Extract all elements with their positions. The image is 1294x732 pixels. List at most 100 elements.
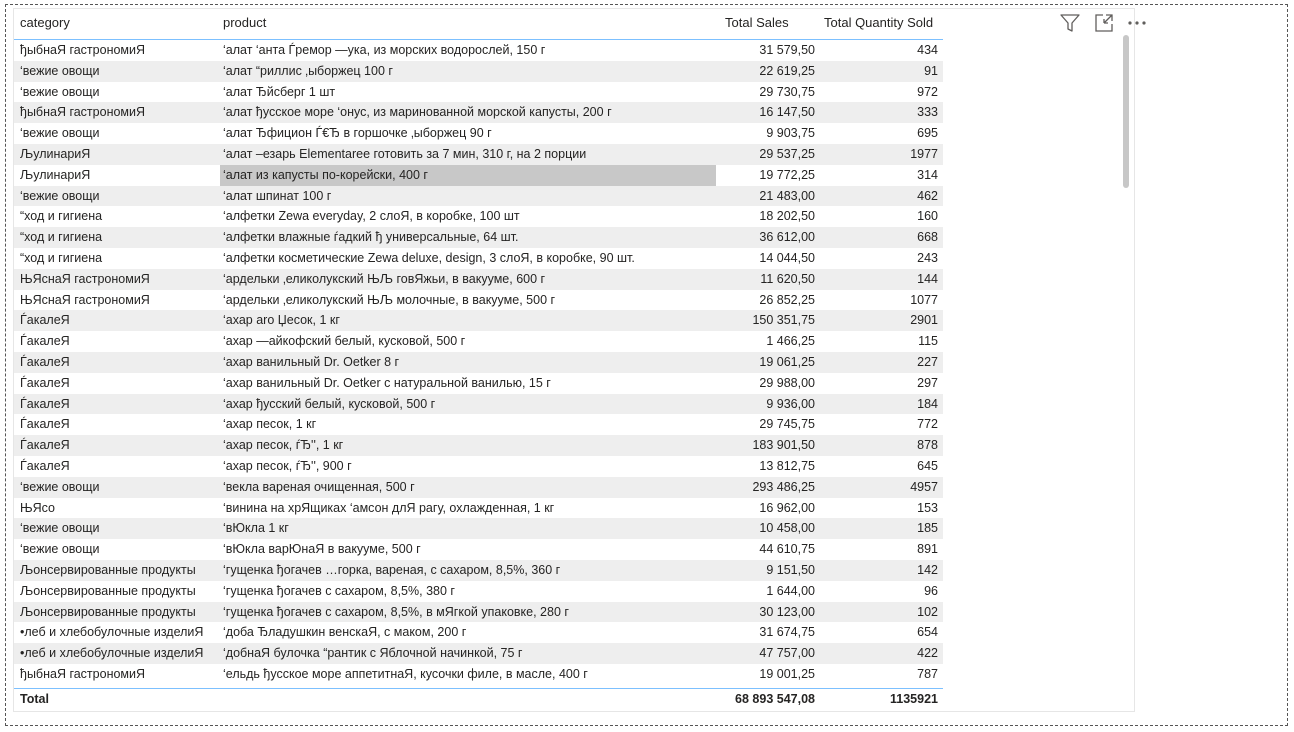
cell-category[interactable]: ‘вежие овощи xyxy=(20,479,100,494)
cell-product[interactable]: ‘ахар ванильный Dr. Oetker с натуральной… xyxy=(223,375,551,390)
cell-total-quantity[interactable]: 314 xyxy=(917,167,938,182)
cell-product[interactable]: ‘ардельки ‚еликолукский ЊЉ говЯжьи, в ва… xyxy=(223,271,546,286)
cell-product[interactable]: ‘гущенка ђогачев …горка, вареная, с саха… xyxy=(223,562,561,577)
cell-category[interactable]: Љонсервированные продукты xyxy=(20,562,196,577)
cell-total-sales[interactable]: 29 537,25 xyxy=(759,146,815,161)
cell-total-quantity[interactable]: 243 xyxy=(917,250,938,265)
cell-total-quantity[interactable]: 297 xyxy=(917,375,938,390)
table-row[interactable]: Љонсервированные продукты ‘гущенка ђогаче… xyxy=(14,581,943,602)
table-row[interactable]: ЉулинариЯ ‘алат из капусты по-корейски, 4… xyxy=(14,164,943,186)
table-row[interactable]: ЃакалеЯ ‘ахар aro Џесок, 1 кг 150 351,75 29… xyxy=(14,310,943,332)
table-row[interactable]: ‘вежие овощи ‘алат “риллис ‚ыборжец 100 г… xyxy=(14,60,943,82)
table-row[interactable]: ЃакалеЯ ‘ахар песок, 1 кг 29 745,75 772 xyxy=(14,414,943,435)
cell-product[interactable]: ‘алат –езарь Elementaree готовить за 7 м… xyxy=(223,146,587,161)
cell-category[interactable]: ‘вежие овощи xyxy=(20,126,100,141)
cell-category[interactable]: ЃакалеЯ xyxy=(20,396,70,411)
table-row[interactable]: ЃакалеЯ ‘ахар ванильный Dr. Oetker с нату… xyxy=(14,373,943,394)
cell-product[interactable]: ‘ельдь ђусское море аппетитнаЯ, кусочки … xyxy=(223,666,588,681)
cell-total-quantity[interactable]: 333 xyxy=(917,105,938,120)
table-row[interactable]: ЊЯснаЯ гастрономиЯ ‘ардельки ‚еликолукски… xyxy=(14,268,943,290)
cell-product[interactable]: ‘алат шпинат 100 г xyxy=(223,188,332,203)
cell-total-quantity[interactable]: 1977 xyxy=(910,146,938,161)
cell-total-sales[interactable]: 30 123,00 xyxy=(759,604,815,619)
cell-product[interactable]: ‘добнаЯ булочка “рантик с Яблочной начин… xyxy=(223,646,523,661)
cell-product[interactable]: ‘ахар —айкофский белый, кусковой, 500 г xyxy=(223,334,466,349)
cell-total-sales[interactable]: 19 061,25 xyxy=(759,354,815,369)
cell-category[interactable]: Љонсервированные продукты xyxy=(20,604,196,619)
cell-total-quantity[interactable]: 115 xyxy=(918,334,938,349)
cell-total-quantity[interactable]: 422 xyxy=(917,646,938,661)
cell-total-quantity[interactable]: 4957 xyxy=(910,479,938,494)
cell-product[interactable]: ‘алат Ђфицион Ѓ€Ђ в горшочке ‚ыборжец 90… xyxy=(223,126,492,141)
cell-total-sales[interactable]: 29 745,75 xyxy=(759,417,815,432)
cell-total-sales[interactable]: 9 903,75 xyxy=(766,126,815,141)
cell-total-sales[interactable]: 10 458,00 xyxy=(759,521,815,536)
cell-category[interactable]: ЃакалеЯ xyxy=(20,313,70,328)
cell-category[interactable]: Љонсервированные продукты xyxy=(20,583,196,598)
cell-total-quantity[interactable]: 695 xyxy=(917,126,938,141)
table-row[interactable]: ‘вежие овощи ‘вЮкла 1 кг 10 458,00 185 xyxy=(14,518,943,540)
cell-total-quantity[interactable]: 645 xyxy=(917,458,938,473)
cell-product[interactable]: ‘алфетки Zewa everyday, 2 слоЯ, в коробк… xyxy=(223,209,520,224)
cell-category[interactable]: ЃакалеЯ xyxy=(20,375,70,390)
vertical-scrollbar[interactable] xyxy=(1123,35,1129,188)
cell-total-sales[interactable]: 11 620,50 xyxy=(760,271,815,286)
cell-total-sales[interactable]: 14 044,50 xyxy=(759,250,815,265)
column-header-product[interactable]: product xyxy=(223,15,267,30)
table-row[interactable]: ђыбнаЯ гастрономиЯ ‘алат ђусское море ‘он… xyxy=(14,102,943,124)
cell-category[interactable]: ‘вежие овощи xyxy=(20,84,100,99)
table-row[interactable]: ЃакалеЯ ‘ахар ђусский белый, кусковой, 50… xyxy=(14,393,943,415)
cell-product[interactable]: ‘алат Ђйсберг 1 шт xyxy=(223,84,336,99)
cell-category[interactable]: ЉулинариЯ xyxy=(20,167,91,182)
table-row[interactable]: ЊЯснаЯ гастрономиЯ ‘ардельки ‚еликолукски… xyxy=(14,290,943,311)
cell-product[interactable]: ‘ахар aro Џесок, 1 кг xyxy=(223,313,340,328)
table-row[interactable]: ЃакалеЯ ‘ахар —айкофский белый, кусковой,… xyxy=(14,331,943,352)
cell-total-quantity[interactable]: 772 xyxy=(917,417,938,432)
cell-product[interactable]: ‘доба Ђладушкин венскаЯ, с маком, 200 г xyxy=(223,625,467,640)
cell-total-sales[interactable]: 29 730,75 xyxy=(759,84,815,99)
cell-product[interactable]: ‘гущенка ђогачев с сахаром, 8,5%, 380 г xyxy=(223,583,455,598)
cell-category[interactable]: “ход и гигиена xyxy=(20,250,103,265)
cell-total-sales[interactable]: 293 486,25 xyxy=(752,479,815,494)
cell-total-quantity[interactable]: 142 xyxy=(917,562,938,577)
cell-total-quantity[interactable]: 972 xyxy=(917,84,938,99)
cell-category[interactable]: ‘вежие овощи xyxy=(20,188,100,203)
cell-total-sales[interactable]: 13 812,75 xyxy=(759,458,815,473)
more-options-icon[interactable] xyxy=(1126,11,1150,35)
cell-total-quantity[interactable]: 878 xyxy=(917,438,938,453)
filter-icon[interactable] xyxy=(1058,11,1082,35)
cell-total-quantity[interactable]: 891 xyxy=(917,542,938,557)
cell-total-sales[interactable]: 183 901,50 xyxy=(752,438,815,453)
cell-product[interactable]: ‘ахар песок, 1 кг xyxy=(223,417,317,432)
cell-total-sales[interactable]: 21 483,00 xyxy=(759,188,815,203)
column-header-total-quantity[interactable]: Total Quantity Sold xyxy=(824,15,934,30)
cell-product[interactable]: ‘алат ‘анта Ѓремор —ука, из морских водо… xyxy=(223,43,546,57)
cell-total-quantity[interactable]: 654 xyxy=(917,625,938,640)
cell-category[interactable]: ЊЯснаЯ гастрономиЯ xyxy=(20,271,150,286)
table-row[interactable]: ‘вежие овощи ‘алат шпинат 100 г 21 483,00 4… xyxy=(14,185,943,207)
cell-total-sales[interactable]: 1 644,00 xyxy=(766,583,815,598)
cell-product[interactable]: ‘гущенка ђогачев с сахаром, 8,5%, в мЯгк… xyxy=(223,604,569,619)
cell-total-quantity[interactable]: 462 xyxy=(917,188,938,203)
focus-mode-icon[interactable] xyxy=(1092,11,1116,35)
cell-product[interactable]: ‘вЮкла варЮнаЯ в вакууме, 500 г xyxy=(223,542,421,557)
cell-total-sales[interactable]: 31 674,75 xyxy=(759,625,815,640)
table-row[interactable]: “ход и гигиена ‘алфетки влажные ѓадкий ђ … xyxy=(14,227,943,248)
cell-category[interactable]: ђыбнаЯ гастрономиЯ xyxy=(20,666,146,681)
cell-total-quantity[interactable]: 144 xyxy=(917,271,938,286)
cell-category[interactable]: ЃакалеЯ xyxy=(20,417,70,432)
cell-product[interactable]: ‘алфетки косметические Zewa deluxe, desi… xyxy=(223,250,635,265)
cell-category[interactable]: ђыбнаЯ гастрономиЯ xyxy=(20,43,146,57)
cell-total-sales[interactable]: 1 466,25 xyxy=(766,334,815,349)
table-row[interactable]: ЉулинариЯ ‘алат –езарь Elementaree готови… xyxy=(14,143,943,165)
table-body[interactable]: ђыбнаЯ гастрономиЯ ‘алат ‘анта Ѓремор —ук… xyxy=(14,40,943,690)
cell-total-sales[interactable]: 36 612,00 xyxy=(759,230,815,245)
cell-total-sales[interactable]: 9 151,50 xyxy=(766,562,815,577)
cell-total-quantity[interactable]: 668 xyxy=(917,230,938,245)
cell-category[interactable]: ЃакалеЯ xyxy=(20,438,70,453)
cell-category[interactable]: ‘вежие овощи xyxy=(20,521,100,536)
table-row[interactable]: ‘вежие овощи ‘вЮкла варЮнаЯ в вакууме, 50… xyxy=(14,539,943,560)
cell-category[interactable]: ЃакалеЯ xyxy=(20,334,70,349)
cell-total-quantity[interactable]: 787 xyxy=(917,666,938,681)
table-row[interactable]: ‘вежие овощи ‘векла вареная очищенная, 50… xyxy=(14,476,943,498)
